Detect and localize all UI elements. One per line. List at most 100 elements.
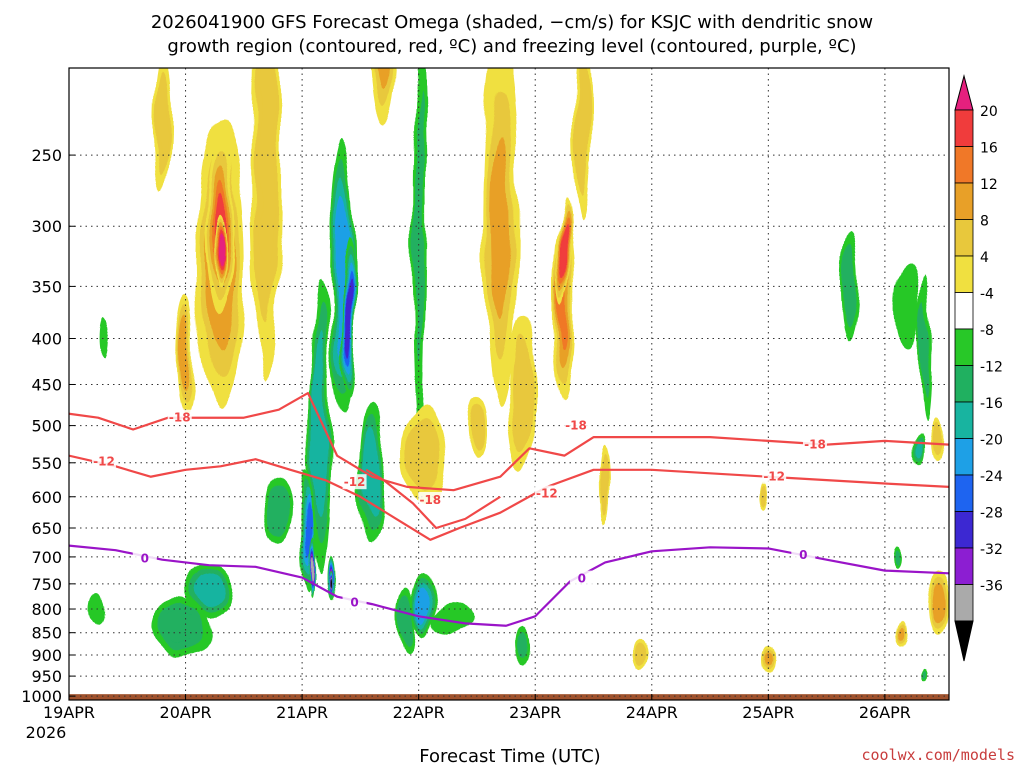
y-tick-label: 850 [31,624,62,643]
omega-shell [933,590,942,619]
x-axis-time: 19APR 20APR 21APR 22APR 23APR 24APR 25APR 26APR [43,694,911,722]
omega-shell [414,90,424,362]
omega-cell-33 [516,626,531,667]
contour-line-2 [69,454,949,541]
colorbar-swatch [954,584,974,622]
omega-cell-39 [919,275,932,422]
colorbar-label: -20 [980,433,1003,449]
omega-shell [440,607,467,630]
colorbar-label: 4 [980,250,989,266]
colorbar-swatch [954,255,974,293]
contour-label-bg [791,547,816,563]
colorbar-label: -28 [980,506,1003,522]
contour-label: -18 [169,411,191,425]
omega-cell-34 [631,639,649,671]
y-tick-label: 1000 [21,687,62,706]
colorbar-label: 16 [980,141,998,157]
contour-label: -12 [93,454,115,468]
omega-shell [562,230,567,273]
omega-cell-36 [762,646,775,673]
omega-shell [181,330,190,385]
omega-shell [933,429,941,453]
omega-shell [310,557,313,579]
omega-shell [163,612,197,644]
omega-cell-41 [915,433,925,464]
contour-label-bg [762,468,787,484]
omega-cell-38 [895,264,922,352]
colorbar-swatch [954,401,974,439]
colorbar-swatch [954,219,974,257]
colorbar: 20 16 12 8 4 -4 -8 -12 -16 -20 -24 -28 -32 -36 [954,74,1003,662]
omega-shell [314,355,325,496]
omega-cell-9 [149,599,211,657]
omega-shell [157,88,167,157]
omega-shell [844,256,856,316]
contour-label: 0 [578,572,586,586]
omega-shell [602,463,609,504]
chart-title-line1: 2026041900 GFS Forecast Omega (shaded, −… [151,12,873,33]
chart-title-line2: growth region (contoured, red, ºC) and f… [167,36,856,57]
contour-label: -18 [419,493,441,507]
y-tick-label: 800 [31,600,62,619]
colorbar-bottom-arrow [954,620,974,662]
y-tick-label: 750 [31,575,62,594]
omega-shell [893,549,900,564]
y-tick-label: 550 [31,454,62,473]
colorbar-top-arrow [954,74,974,111]
colorbar-label: -32 [980,542,1003,558]
colorbar-label: -24 [980,469,1003,485]
y-tick-label: 600 [31,488,62,507]
contour-label-bg [802,436,827,452]
x-tick-label: 19APR [43,703,95,722]
y-tick-label: 300 [31,217,62,236]
omega-cell-8 [152,68,172,192]
contour-label-bg [91,453,116,469]
omega-shell [516,354,531,432]
omega-cell-42 [930,418,945,464]
contour-label-bg [534,485,559,501]
omega-cell-20 [411,68,426,430]
omega-cell-31 [599,443,611,525]
x-axis-label: Forecast Time (UTC) [419,746,600,767]
ground-fill [69,694,949,700]
omega-shell [518,632,529,660]
omega-shell [365,437,379,503]
omega-shell [330,580,332,588]
contour-label: -18 [565,419,587,433]
contour-line-3 [69,544,949,627]
contour-label-bg [342,474,367,490]
colorbar-label: 8 [980,214,989,230]
y-tick-label: 350 [31,277,62,296]
x-axis-year: 2026 [26,723,67,742]
colorbar-label: -12 [980,360,1003,376]
omega-shell [577,74,587,171]
y-tick-label: 450 [31,375,62,394]
omega-shell [923,671,929,681]
omega-cell-22 [434,602,473,635]
colorbar-swatch [954,292,974,330]
omega-shading [92,0,947,683]
x-tick-label: 22APR [393,703,445,722]
omega-shell [377,68,391,90]
omega-cell-24 [370,68,397,127]
colorbar-swatch [954,328,974,366]
y-axis-pressure: 250 300 350 400 450 500 550 600 650 700 750 800 850 9… [21,146,75,706]
x-tick-label: 26APR [859,703,911,722]
omega-shell [260,68,275,268]
colorbar-swatch [954,511,974,549]
colorbar-swatch [954,474,974,512]
omega-cell-45 [922,669,930,683]
omega-cell-5 [214,214,227,289]
contour-label: -12 [344,475,366,489]
colorbar-swatch [954,438,974,476]
omega-shell [101,323,107,354]
contour-label-bg [132,550,157,566]
temperature-contours: -18 -18 -18 -18 -12 -12 -12 -12 0 0 0 0 [69,391,949,627]
omega-cell-15 [341,238,357,399]
omega-cell-1 [92,592,105,626]
omega-cell-2 [114,0,121,46]
x-tick-label: 23APR [509,703,561,722]
omega-shell [304,500,311,556]
omega-shell [921,299,930,397]
